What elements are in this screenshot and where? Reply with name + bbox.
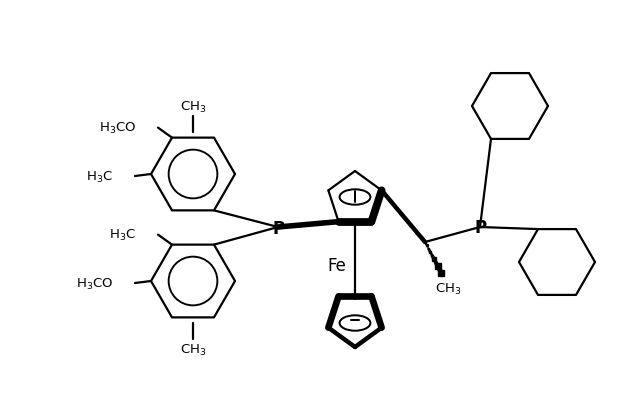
Text: H$_3$CO: H$_3$CO: [99, 121, 136, 136]
Text: P: P: [273, 219, 285, 237]
Text: CH$_3$: CH$_3$: [180, 342, 206, 357]
Text: H$_3$C: H$_3$C: [86, 169, 113, 184]
Text: Fe: Fe: [328, 256, 346, 274]
Text: CH$_3$: CH$_3$: [435, 281, 461, 296]
Text: H$_3$CO: H$_3$CO: [76, 276, 113, 291]
Text: P: P: [475, 218, 487, 236]
Text: CH$_3$: CH$_3$: [180, 99, 206, 114]
Text: H$_3$C: H$_3$C: [109, 228, 136, 242]
